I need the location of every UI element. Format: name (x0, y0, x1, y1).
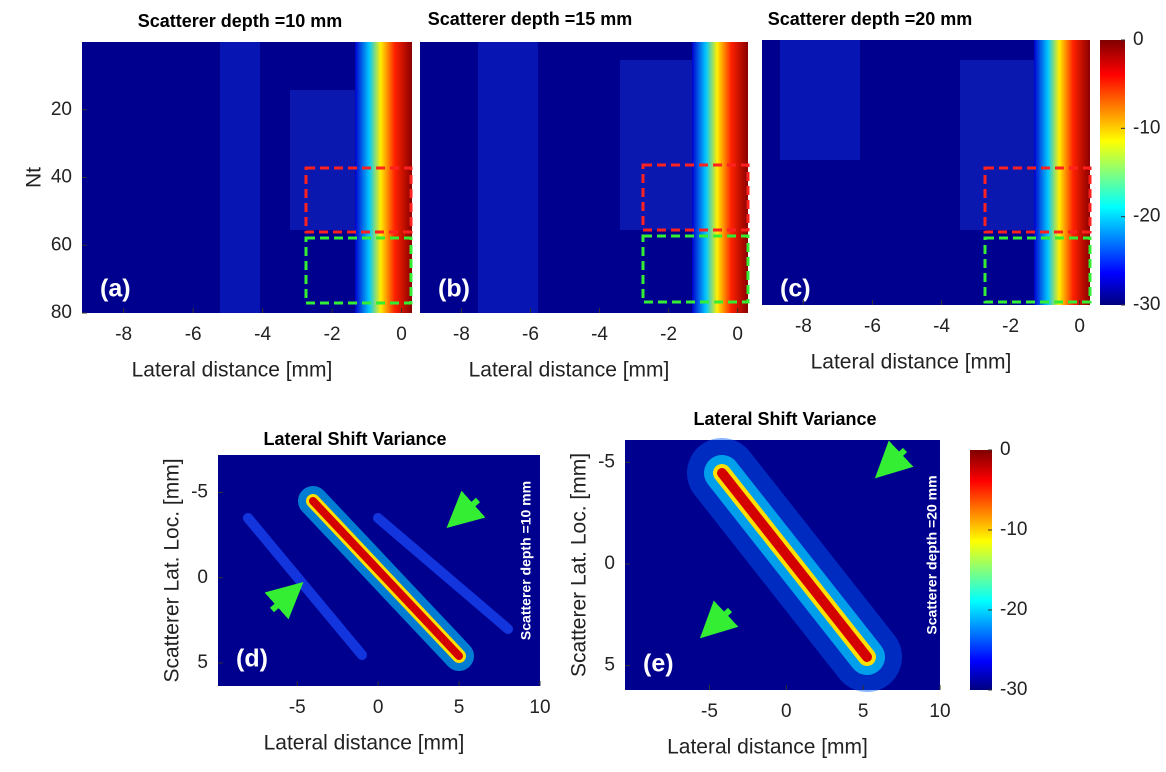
y-tick-label: 40 (51, 167, 72, 188)
y-tick-label: 80 (51, 302, 72, 323)
x-tick-label: 0 (396, 324, 407, 345)
y-tick-label: 0 (604, 553, 615, 574)
panel-label: (b) (438, 275, 470, 303)
arrow (264, 582, 304, 620)
annotation: Scatterer depth =20 mm (924, 475, 940, 634)
colorbar-tick-label: -20 (1133, 206, 1160, 227)
x-tick-label: -6 (185, 324, 202, 345)
x-tick-label: 5 (454, 697, 465, 718)
y-axis-label: Scatterer Lat. Loc. [mm] (161, 458, 184, 682)
colorbar (970, 450, 992, 690)
x-axis-label: Lateral distance [mm] (811, 351, 1012, 374)
x-tick-label: -2 (324, 324, 341, 345)
heatmap-texture (687, 438, 902, 692)
heatmap-texture (478, 42, 538, 313)
heatmap-texture (960, 60, 1040, 230)
x-tick-label: 0 (373, 697, 384, 718)
heatmap-texture (1034, 40, 1090, 305)
heatmap-texture (220, 42, 260, 313)
colorbar (1100, 40, 1125, 305)
chart-title: Lateral Shift Variance (693, 409, 876, 429)
x-axis-label: Lateral distance [mm] (469, 359, 670, 382)
panel-label: (c) (780, 275, 811, 303)
arrow (446, 490, 486, 528)
x-tick-label: -5 (289, 697, 306, 718)
y-tick-label: -5 (598, 451, 615, 472)
chart-title: Lateral Shift Variance (263, 429, 446, 449)
x-tick-label: -5 (701, 701, 718, 722)
x-tick-label: -8 (795, 316, 812, 337)
heatmap-texture (620, 60, 700, 230)
x-tick-label: -4 (254, 324, 271, 345)
x-tick-label: -4 (933, 316, 950, 337)
x-tick-label: 0 (732, 324, 743, 345)
x-tick-label: 0 (1074, 316, 1085, 337)
heatmap-texture (780, 40, 860, 160)
chart-title: Scatterer depth =20 mm (768, 9, 973, 29)
x-tick-label: -8 (453, 324, 470, 345)
chart-title: Scatterer depth =10 mm (138, 11, 343, 31)
y-tick-label: 60 (51, 234, 72, 255)
colorbar-tick-label: -10 (1133, 117, 1160, 138)
heatmap-texture (290, 90, 360, 230)
x-tick-label: 5 (858, 701, 869, 722)
x-axis-label: Lateral distance [mm] (667, 736, 868, 759)
heatmap-texture (692, 42, 748, 313)
colorbar-tick-label: 0 (1133, 29, 1144, 50)
x-tick-label: -6 (522, 324, 539, 345)
y-axis-label: Nt (23, 167, 46, 188)
colorbar-tick-label: -30 (1000, 679, 1027, 700)
arrow (874, 440, 914, 479)
arrow (699, 600, 739, 639)
x-tick-label: -2 (660, 324, 677, 345)
x-tick-label: -8 (115, 324, 132, 345)
heatmap-texture (355, 42, 412, 313)
x-tick-label: 10 (929, 701, 950, 722)
roi-box (641, 234, 750, 304)
arrows (264, 440, 914, 639)
y-tick-label: 20 (51, 99, 72, 120)
panel-label: (e) (643, 650, 674, 678)
x-tick-label: -6 (864, 316, 881, 337)
panel-label: (a) (100, 275, 131, 303)
chart-title: Scatterer depth =15 mm (428, 9, 633, 29)
x-tick-label: -4 (591, 324, 608, 345)
colorbar-tick-label: -20 (1000, 599, 1027, 620)
x-tick-label: 0 (781, 701, 792, 722)
heatmap-texture (243, 486, 513, 671)
x-axis-label: Lateral distance [mm] (264, 732, 465, 755)
roi-boxes (304, 163, 1092, 305)
y-tick-label: 5 (197, 652, 208, 673)
colorbar-tick-label: 0 (1000, 439, 1011, 460)
x-tick-label: -2 (1002, 316, 1019, 337)
x-axis-label: Lateral distance [mm] (132, 359, 333, 382)
y-tick-label: -5 (191, 482, 208, 503)
panel-label: (d) (236, 645, 268, 673)
heatmap-images (82, 40, 1092, 692)
colorbar-tick-label: -30 (1133, 294, 1160, 315)
y-tick-label: 0 (197, 567, 208, 588)
x-tick-label: 10 (529, 697, 550, 718)
annotation: Scatterer depth =10 mm (518, 481, 534, 640)
y-tick-label: 5 (604, 655, 615, 676)
colorbar-tick-label: -10 (1000, 519, 1027, 540)
y-axis-label: Scatterer Lat. Loc. [mm] (568, 453, 591, 677)
